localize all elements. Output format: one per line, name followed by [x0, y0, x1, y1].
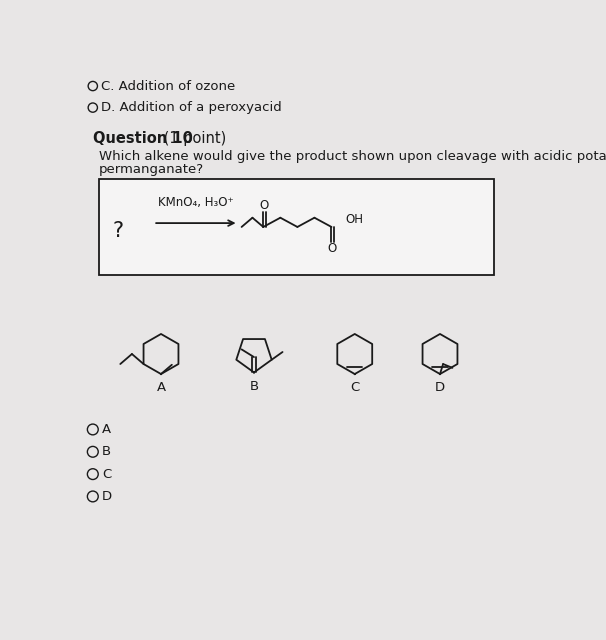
Text: A: A — [102, 423, 112, 436]
Text: O: O — [328, 242, 337, 255]
Text: O: O — [259, 199, 268, 212]
Text: D. Addition of a peroxyacid: D. Addition of a peroxyacid — [101, 101, 282, 114]
Text: ?: ? — [113, 221, 124, 241]
Text: B: B — [102, 445, 112, 458]
Text: OH: OH — [345, 212, 364, 226]
Text: C: C — [102, 468, 112, 481]
Text: Which alkene would give the product shown upon cleavage with acidic potassium: Which alkene would give the product show… — [99, 150, 606, 163]
Bar — [99, 179, 494, 275]
Text: permanganate?: permanganate? — [99, 163, 204, 176]
Text: D: D — [435, 381, 445, 394]
Text: Question 10: Question 10 — [93, 131, 193, 146]
Text: C: C — [350, 381, 359, 394]
Text: (1 point): (1 point) — [159, 131, 227, 146]
Text: B: B — [250, 380, 259, 393]
Text: C. Addition of ozone: C. Addition of ozone — [101, 79, 236, 93]
Text: A: A — [156, 381, 165, 394]
Text: D: D — [102, 490, 112, 503]
Text: KMnO₄, H₃O⁺: KMnO₄, H₃O⁺ — [158, 196, 234, 209]
